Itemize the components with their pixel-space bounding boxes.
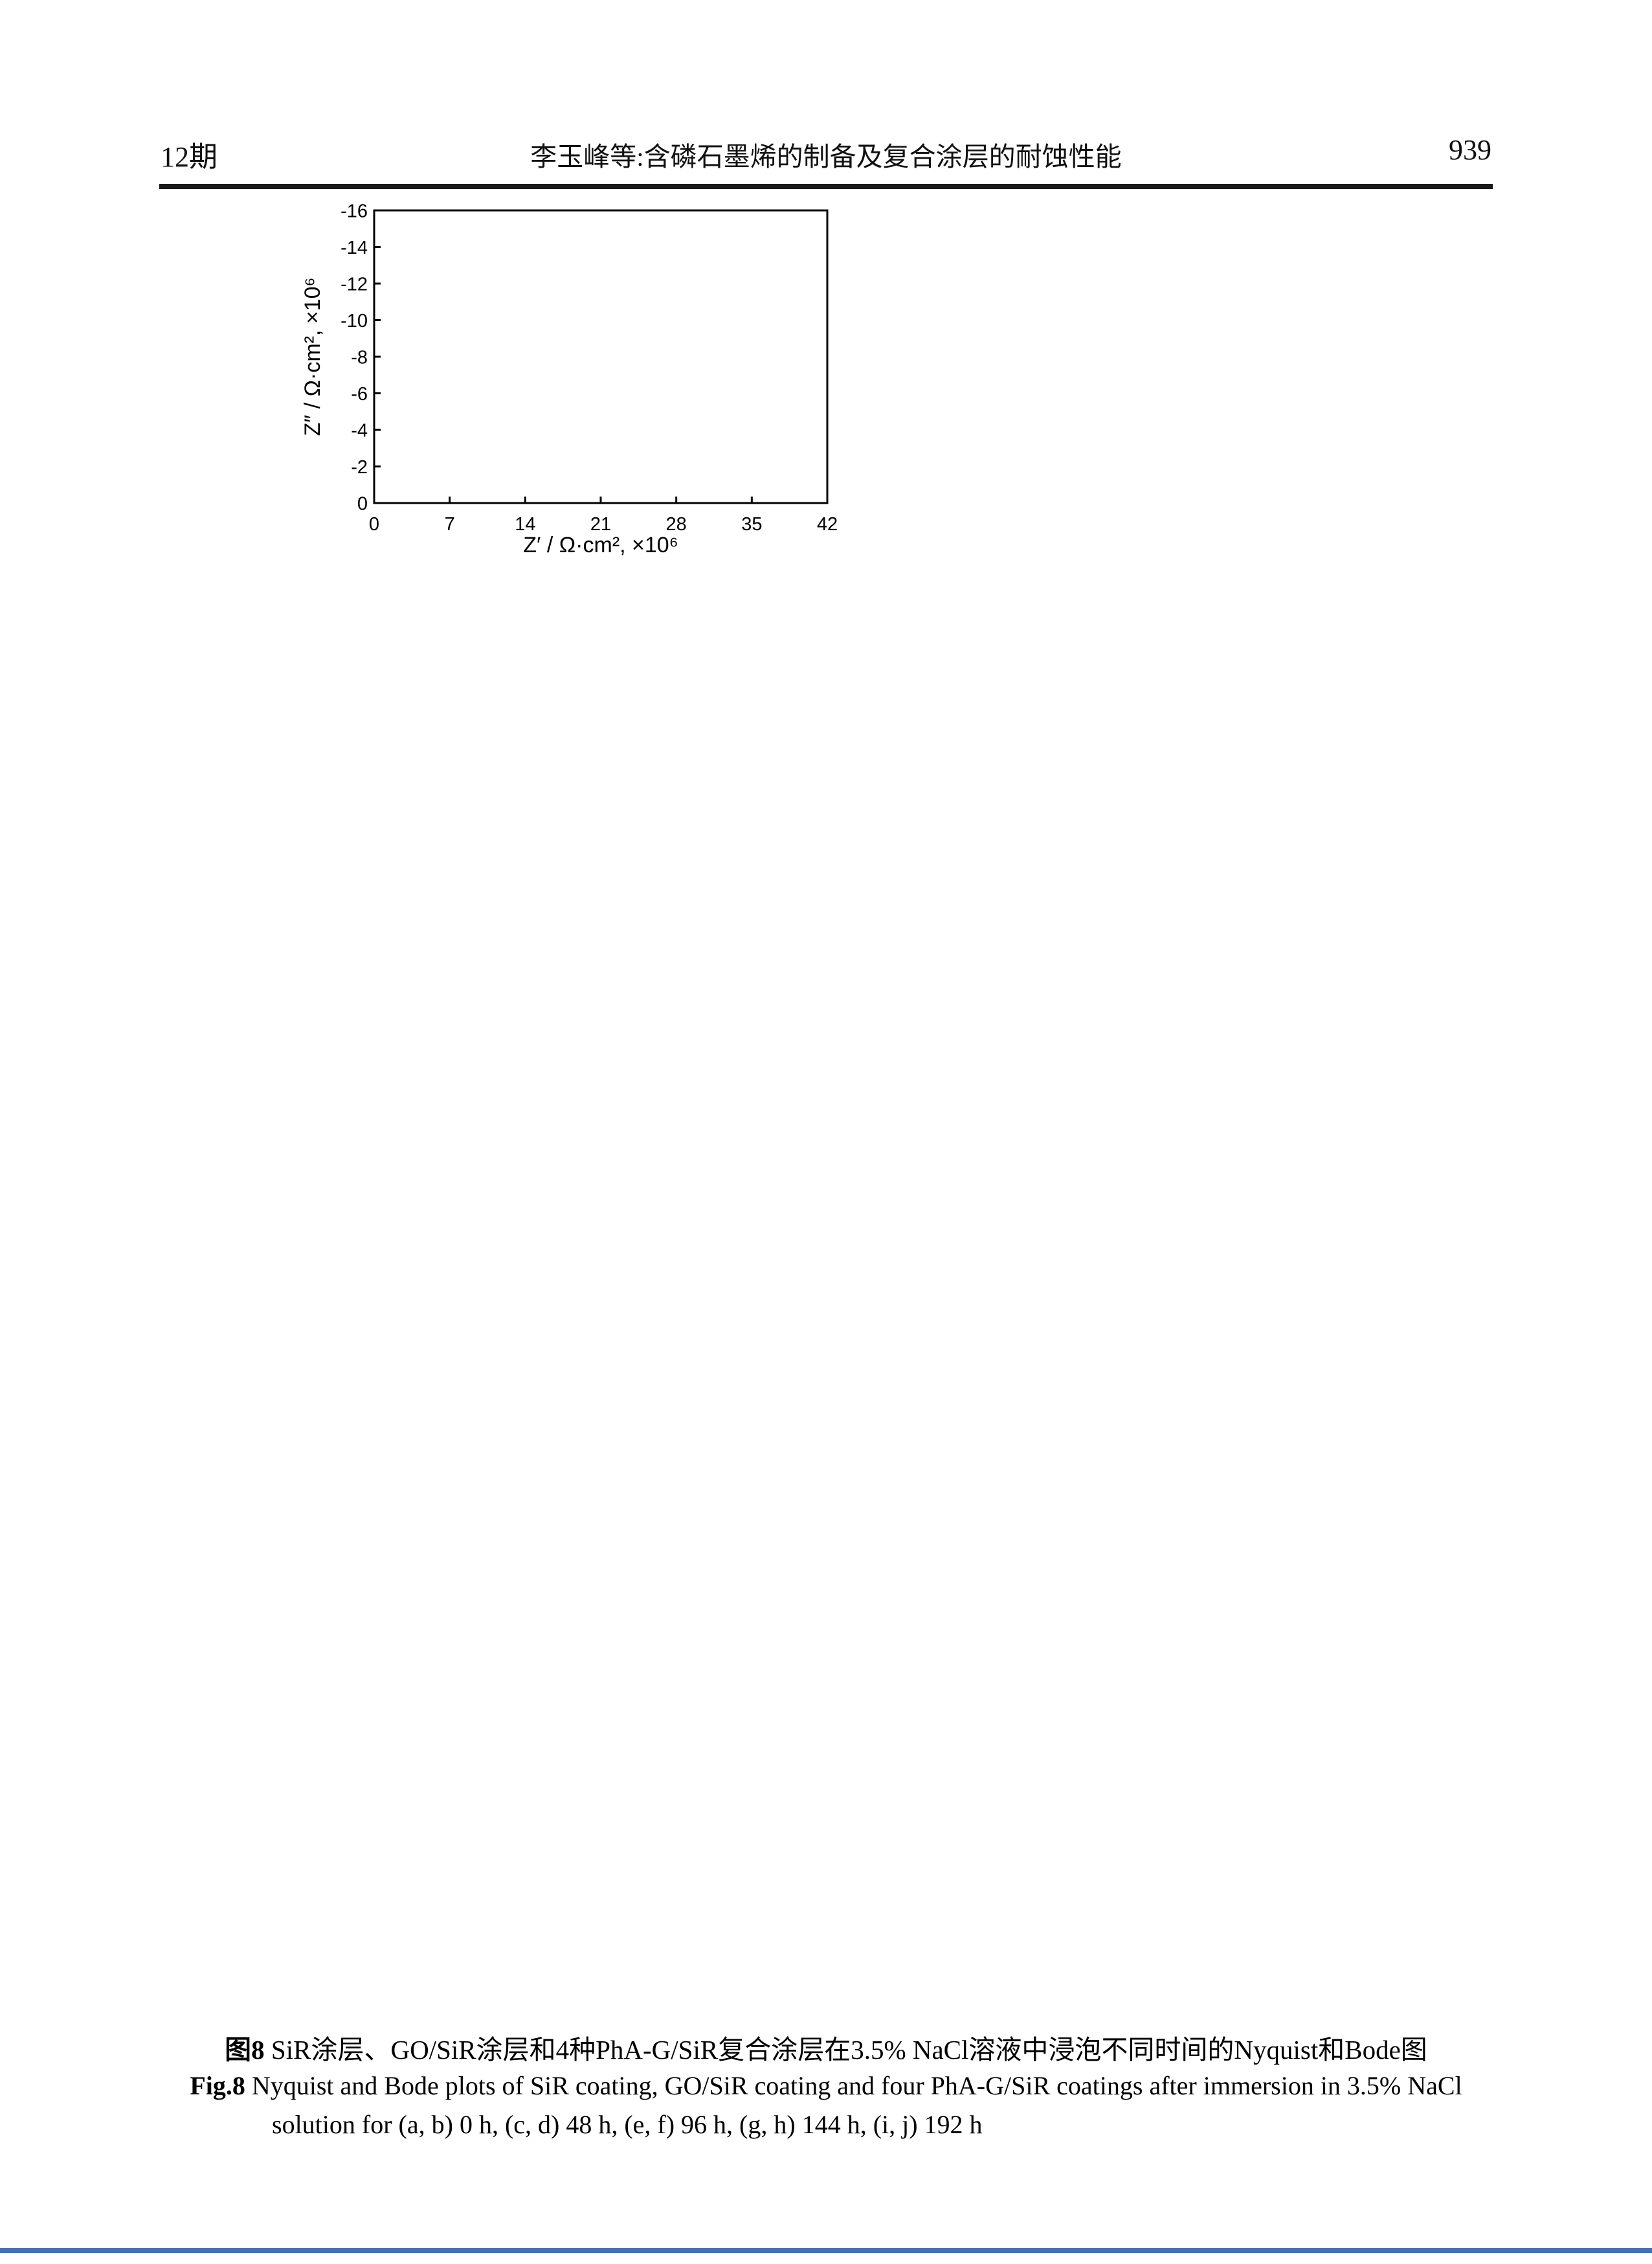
svg-text:14: 14: [515, 514, 535, 535]
caption-zh-label: 图8: [225, 2035, 265, 2065]
page-bottom-rule: [0, 2248, 1652, 2253]
svg-text:42: 42: [817, 514, 838, 535]
svg-text:35: 35: [741, 514, 762, 535]
svg-text:-16: -16: [340, 201, 368, 221]
svg-text:0: 0: [369, 514, 379, 535]
svg-text:Z′ / Ω·cm², ×10⁶: Z′ / Ω·cm², ×10⁶: [523, 533, 678, 557]
caption-english-line1: Fig.8 Nyquist and Bode plots of SiR coat…: [0, 2070, 1652, 2101]
page-number: 939: [1449, 134, 1491, 166]
svg-text:-10: -10: [340, 311, 368, 331]
caption-english-line2: solution for (a, b) 0 h, (c, d) 48 h, (e…: [272, 2110, 983, 2139]
caption-en-label: Fig.8: [190, 2071, 245, 2100]
axes: 0 7 14 21 28 35 42 0 -2 -4 -6 -8 -10 -12 -14 -16 Z′ / Ω·…: [300, 201, 838, 557]
svg-text:-14: -14: [340, 238, 368, 258]
svg-text:-4: -4: [351, 420, 368, 441]
caption-zh-text: SiR涂层、GO/SiR涂层和4种PhA-G/SiR复合涂层在3.5% NaCl…: [264, 2035, 1427, 2065]
journal-issue: 12期: [161, 141, 218, 173]
svg-text:7: 7: [445, 514, 455, 535]
svg-text:21: 21: [590, 514, 611, 535]
svg-text:-2: -2: [351, 457, 368, 478]
svg-text:-6: -6: [351, 384, 368, 405]
svg-text:Z″ / Ω·cm², ×10⁶: Z″ / Ω·cm², ×10⁶: [300, 277, 325, 436]
svg-text:-12: -12: [340, 274, 368, 295]
caption-en-text: Nyquist and Bode plots of SiR coating, G…: [245, 2071, 1462, 2100]
header-rule: [159, 184, 1493, 189]
caption-chinese: 图8 SiR涂层、GO/SiR涂层和4种PhA-G/SiR复合涂层在3.5% N…: [0, 2028, 1652, 2067]
running-title: 李玉峰等:含磷石墨烯的制备及复合涂层的耐蚀性能: [530, 142, 1122, 172]
plot-svg-a: 0 7 14 21 28 35 42 0 -2 -4 -6 -8 -10 -12 -14 -16 Z′ / Ω·…: [300, 201, 838, 557]
svg-text:28: 28: [666, 514, 687, 535]
chart-a-nyquist-0h: 0 7 14 21 28 35 42 0 -2 -4 -6 -8 -10 -12 -14 -16 Z′ / Ω·…: [298, 200, 842, 563]
svg-text:0: 0: [357, 493, 368, 514]
svg-text:-8: -8: [351, 347, 368, 368]
